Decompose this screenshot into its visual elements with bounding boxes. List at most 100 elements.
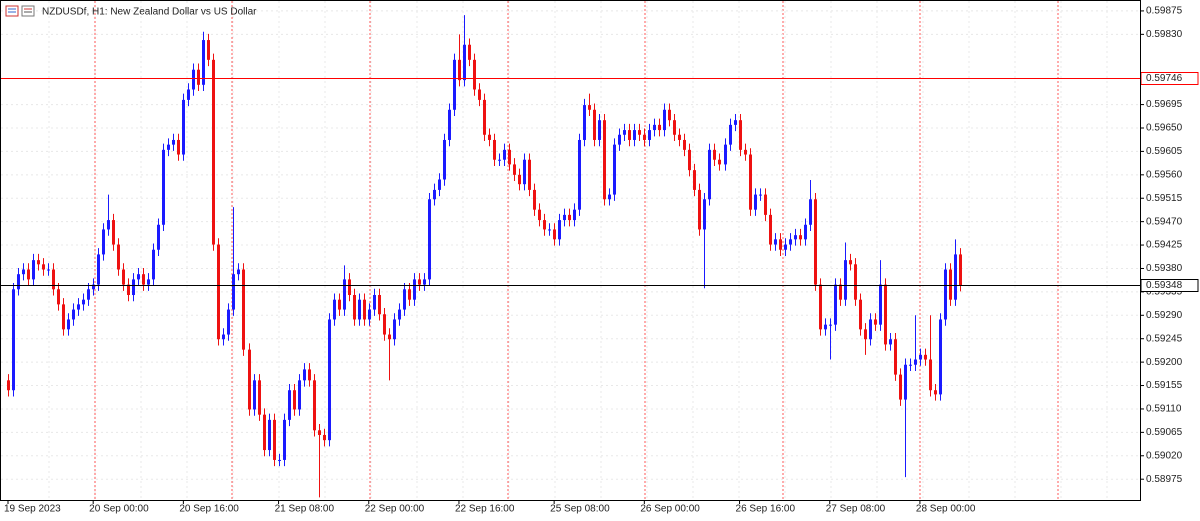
candle-body (197, 69, 200, 85)
candle-body (428, 199, 431, 280)
candle-body (608, 194, 611, 200)
candle-body (683, 139, 686, 150)
candle-body (453, 59, 456, 110)
candle-body (688, 149, 691, 171)
candle-body (734, 120, 737, 125)
candle-body (383, 314, 386, 335)
candle-body (538, 209, 541, 221)
y-tick-label: 0.59020 (1146, 450, 1183, 461)
candle-body (202, 40, 205, 85)
candle-body (448, 109, 451, 140)
y-tick-label: 0.59605 (1146, 146, 1183, 157)
candle-body (578, 139, 581, 210)
candle-body (473, 59, 476, 90)
candle-body (879, 284, 882, 325)
candle-body (62, 304, 65, 330)
candle-body (408, 289, 411, 300)
candle-body (363, 299, 366, 320)
y-tick-label: 0.58975 (1146, 474, 1183, 485)
candle-body (959, 254, 962, 286)
candle-body (849, 260, 852, 265)
y-tick-label: 0.59470 (1146, 216, 1183, 227)
candle-body (237, 269, 240, 275)
candle-body (333, 299, 336, 320)
candle-body (358, 299, 361, 320)
candle-body (232, 274, 235, 310)
candle-body (633, 130, 636, 140)
candle-body (553, 229, 556, 240)
candle-body (508, 149, 511, 165)
candle-body (207, 40, 210, 60)
candle-body (468, 44, 471, 60)
candle-body (739, 120, 742, 150)
candle-body (819, 284, 822, 330)
candle-body (839, 284, 842, 300)
candle-body (708, 149, 711, 200)
candle-body (463, 44, 466, 81)
candle-body (278, 459, 281, 461)
candle-body (693, 170, 696, 190)
candle-body (779, 239, 782, 250)
y-tick-label: 0.59515 (1146, 193, 1183, 204)
candle-body (663, 109, 666, 131)
candle-body (393, 319, 396, 340)
candle-body (799, 235, 802, 240)
candle-body (483, 99, 486, 135)
candle-body (909, 364, 912, 366)
candle-body (57, 289, 60, 305)
candle-body (653, 124, 656, 131)
candle-body (388, 334, 391, 340)
candle-body (498, 159, 501, 161)
candle-body (789, 239, 792, 245)
x-tick-label: 26 Sep 00:00 (640, 504, 700, 515)
candle-body (293, 390, 296, 410)
candle-body (72, 309, 75, 320)
candle-body (703, 199, 706, 230)
candle-body (598, 120, 601, 140)
candles-layer (7, 15, 962, 498)
y-tick-label: 0.59380 (1146, 263, 1183, 274)
candle-body (37, 260, 40, 265)
candle-body (258, 380, 261, 415)
candle-body (548, 229, 551, 231)
candle-body (573, 209, 576, 221)
candle-body (222, 334, 225, 340)
candle-body (273, 419, 276, 460)
candle-body (774, 239, 777, 245)
candle-body (97, 254, 100, 285)
candle-body (929, 359, 932, 391)
candle-body (673, 120, 676, 135)
candle-body (87, 289, 90, 300)
y-tick-label: 0.59110 (1146, 404, 1182, 415)
candle-body (418, 279, 421, 285)
candle-body (398, 309, 401, 320)
candle-body (157, 224, 160, 250)
candle-body (433, 189, 436, 200)
y-tick-label: 0.59695 (1146, 99, 1183, 110)
candle-body (493, 139, 496, 160)
x-tick-label: 21 Sep 08:00 (275, 504, 335, 515)
plot-frame (0, 0, 1141, 501)
candle-body (749, 154, 752, 210)
candle-body (182, 99, 185, 155)
candle-body (648, 130, 651, 140)
candle-body (814, 199, 817, 285)
candle-body (729, 124, 732, 145)
candle-body (343, 279, 346, 310)
candle-body (413, 279, 416, 300)
candle-body (162, 149, 165, 225)
price-label: 0.59348 (1146, 280, 1183, 291)
x-tick-label: 19 Sep 2023 (4, 504, 61, 515)
candle-body (423, 279, 426, 285)
candle-body (137, 274, 140, 280)
candle-body (949, 269, 952, 300)
candle-body (919, 354, 922, 360)
candle-body (934, 390, 937, 395)
candle-body (583, 105, 586, 140)
candle-body (283, 419, 286, 460)
candle-body (42, 264, 45, 270)
candle-body (52, 269, 55, 290)
candle-body (794, 235, 797, 240)
